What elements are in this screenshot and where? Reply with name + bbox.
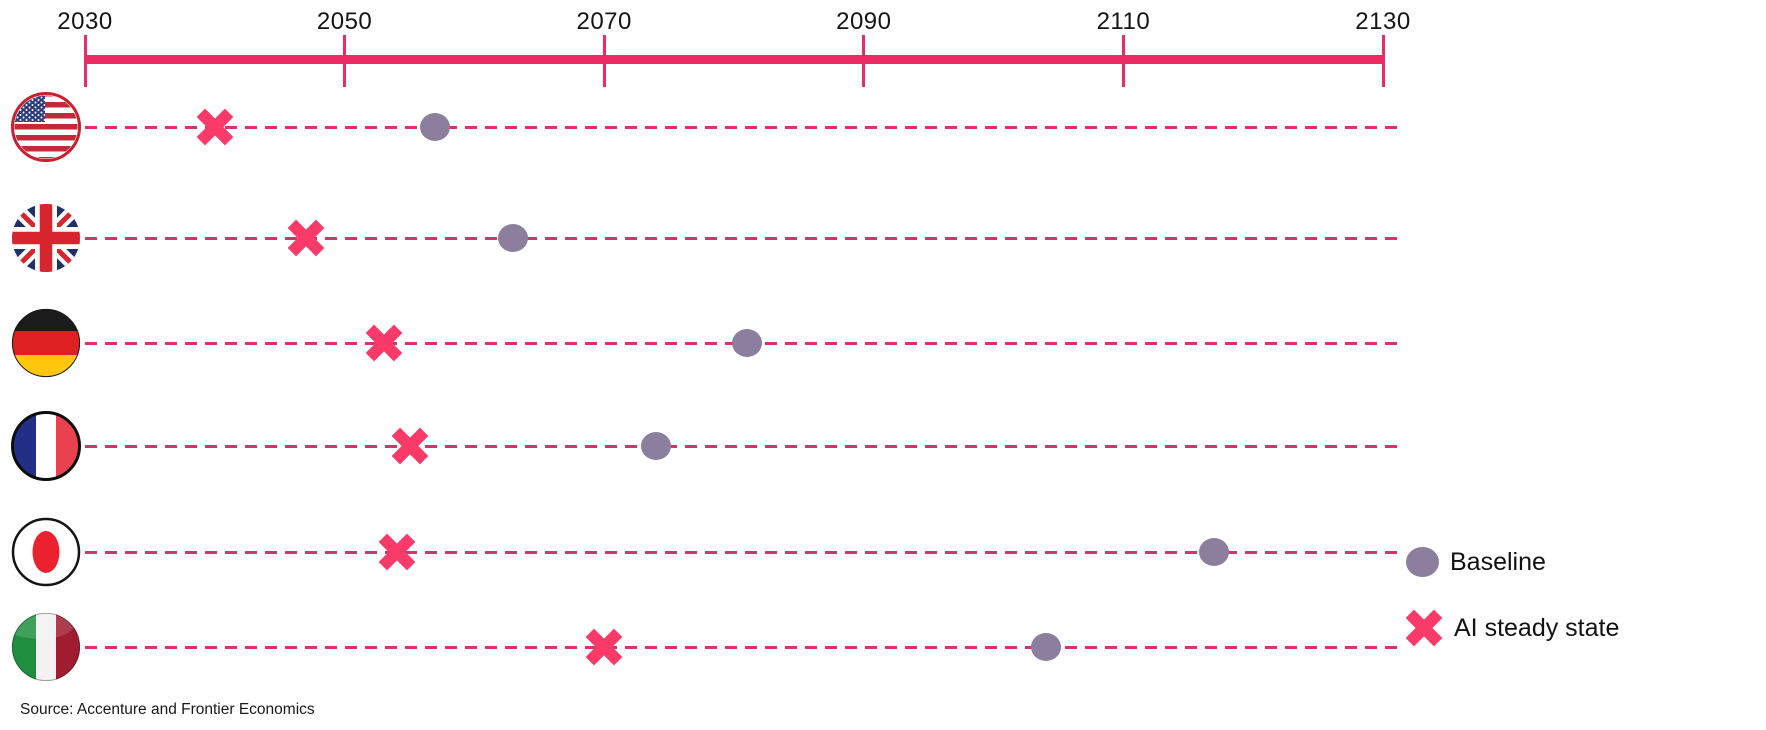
axis-tick	[83, 35, 87, 87]
ai-steady-state-marker	[377, 532, 417, 572]
baseline-marker	[1030, 633, 1061, 661]
legend-item-baseline: Baseline	[1406, 547, 1546, 577]
axis-tick	[343, 35, 347, 87]
axis-tick-label: 2090	[836, 8, 892, 35]
axis-tick	[1121, 35, 1125, 87]
baseline-marker	[731, 329, 762, 357]
japan-flag-icon	[10, 516, 82, 588]
baseline-marker	[641, 432, 672, 460]
ai-steady-state-marker	[364, 323, 404, 363]
france-flag-icon	[10, 410, 82, 482]
timeline-dashed-line	[85, 236, 1398, 240]
baseline-marker	[1199, 538, 1230, 566]
axis-tick-label: 2130	[1355, 8, 1411, 35]
source-note: Source: Accenture and Frontier Economics	[20, 701, 315, 718]
cross-shape	[1405, 609, 1443, 647]
baseline-marker	[498, 224, 529, 252]
cross-shape	[391, 427, 428, 465]
axis-tick	[602, 35, 606, 87]
ai-steady-state-marker	[584, 627, 624, 667]
axis-tick-label: 2110	[1096, 8, 1151, 35]
ai-steady-state-marker	[286, 218, 326, 258]
legend-item-ai-steady-state: AI steady state	[1404, 608, 1619, 648]
axis-tick-label: 2050	[316, 8, 373, 35]
timeline-dashed-line	[85, 444, 1398, 448]
cross-marker-icon	[1404, 608, 1444, 648]
baseline-marker-icon	[1406, 547, 1439, 577]
timeline-dashed-line	[85, 645, 1398, 649]
baseline-marker	[420, 113, 451, 141]
cross-shape	[585, 628, 623, 666]
cross-shape	[287, 219, 324, 257]
germany-flag-icon	[10, 307, 82, 379]
us-flag-icon	[10, 91, 82, 163]
timeline-dashed-line	[85, 550, 1398, 554]
legend-ai-steady-state-label: AI steady state	[1454, 613, 1620, 642]
legend-baseline-label: Baseline	[1450, 547, 1546, 576]
ai-steady-state-marker	[195, 107, 235, 147]
axis-tick-label: 2070	[576, 8, 632, 35]
axis-tick	[1381, 35, 1385, 87]
cross-shape	[196, 108, 234, 146]
ai-steady-state-marker	[390, 426, 430, 466]
cross-shape	[378, 533, 415, 571]
timeline-dashed-line	[85, 125, 1398, 129]
axis-tick	[862, 35, 866, 87]
italy-flag-icon	[10, 611, 82, 683]
axis-line	[85, 55, 1383, 64]
axis-tick-label: 2030	[57, 8, 113, 35]
cross-shape	[365, 324, 402, 362]
uk-flag-icon	[10, 202, 82, 274]
